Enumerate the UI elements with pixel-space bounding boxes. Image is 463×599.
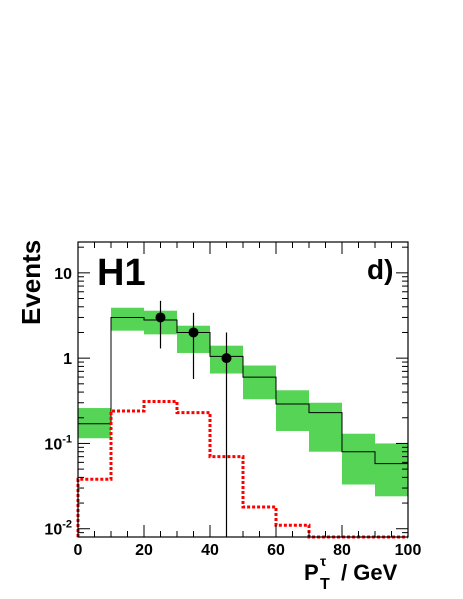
y-tick-exponent: -1 bbox=[62, 433, 72, 445]
y-axis-title: Events bbox=[16, 240, 46, 325]
y-tick-label: 10-1 bbox=[44, 433, 72, 453]
x-axis-ticks: 0 20 40 60 80 100 bbox=[74, 242, 422, 559]
data-point bbox=[155, 312, 166, 323]
x-axis-title-sub: T bbox=[320, 576, 330, 593]
panel-label: d) bbox=[367, 254, 393, 285]
x-tick-label: 20 bbox=[135, 542, 153, 559]
y-tick-exponent: -2 bbox=[62, 519, 72, 531]
band-bin bbox=[78, 408, 111, 439]
y-tick-base: 10 bbox=[44, 522, 62, 539]
data-point bbox=[221, 353, 232, 364]
x-tick-label: 40 bbox=[201, 542, 219, 559]
x-tick-label: 80 bbox=[333, 542, 351, 559]
y-tick-label: 1 bbox=[63, 351, 72, 368]
band-bin bbox=[309, 402, 342, 452]
prediction-histogram bbox=[77, 316, 408, 537]
band-bin bbox=[342, 433, 375, 485]
data-points bbox=[155, 300, 232, 537]
prediction-line bbox=[77, 316, 408, 537]
y-tick-label: 10 bbox=[54, 266, 72, 283]
band-bin bbox=[243, 365, 276, 400]
x-tick-label: 100 bbox=[395, 542, 422, 559]
band-bin bbox=[111, 307, 144, 331]
y-tick-base: 10 bbox=[44, 436, 62, 453]
x-axis-title: P bbox=[304, 560, 319, 585]
band-bin bbox=[375, 443, 408, 497]
x-tick-label: 60 bbox=[267, 542, 285, 559]
y-tick-label: 10-2 bbox=[44, 519, 72, 539]
x-axis-title-unit: / GeV bbox=[341, 560, 398, 585]
band-bin bbox=[276, 390, 309, 431]
x-axis-title-main: P bbox=[304, 560, 319, 585]
x-tick-label: 0 bbox=[74, 542, 83, 559]
x-axis-title-sup: τ bbox=[320, 553, 327, 569]
experiment-label: H1 bbox=[97, 252, 146, 294]
data-point bbox=[188, 327, 199, 338]
